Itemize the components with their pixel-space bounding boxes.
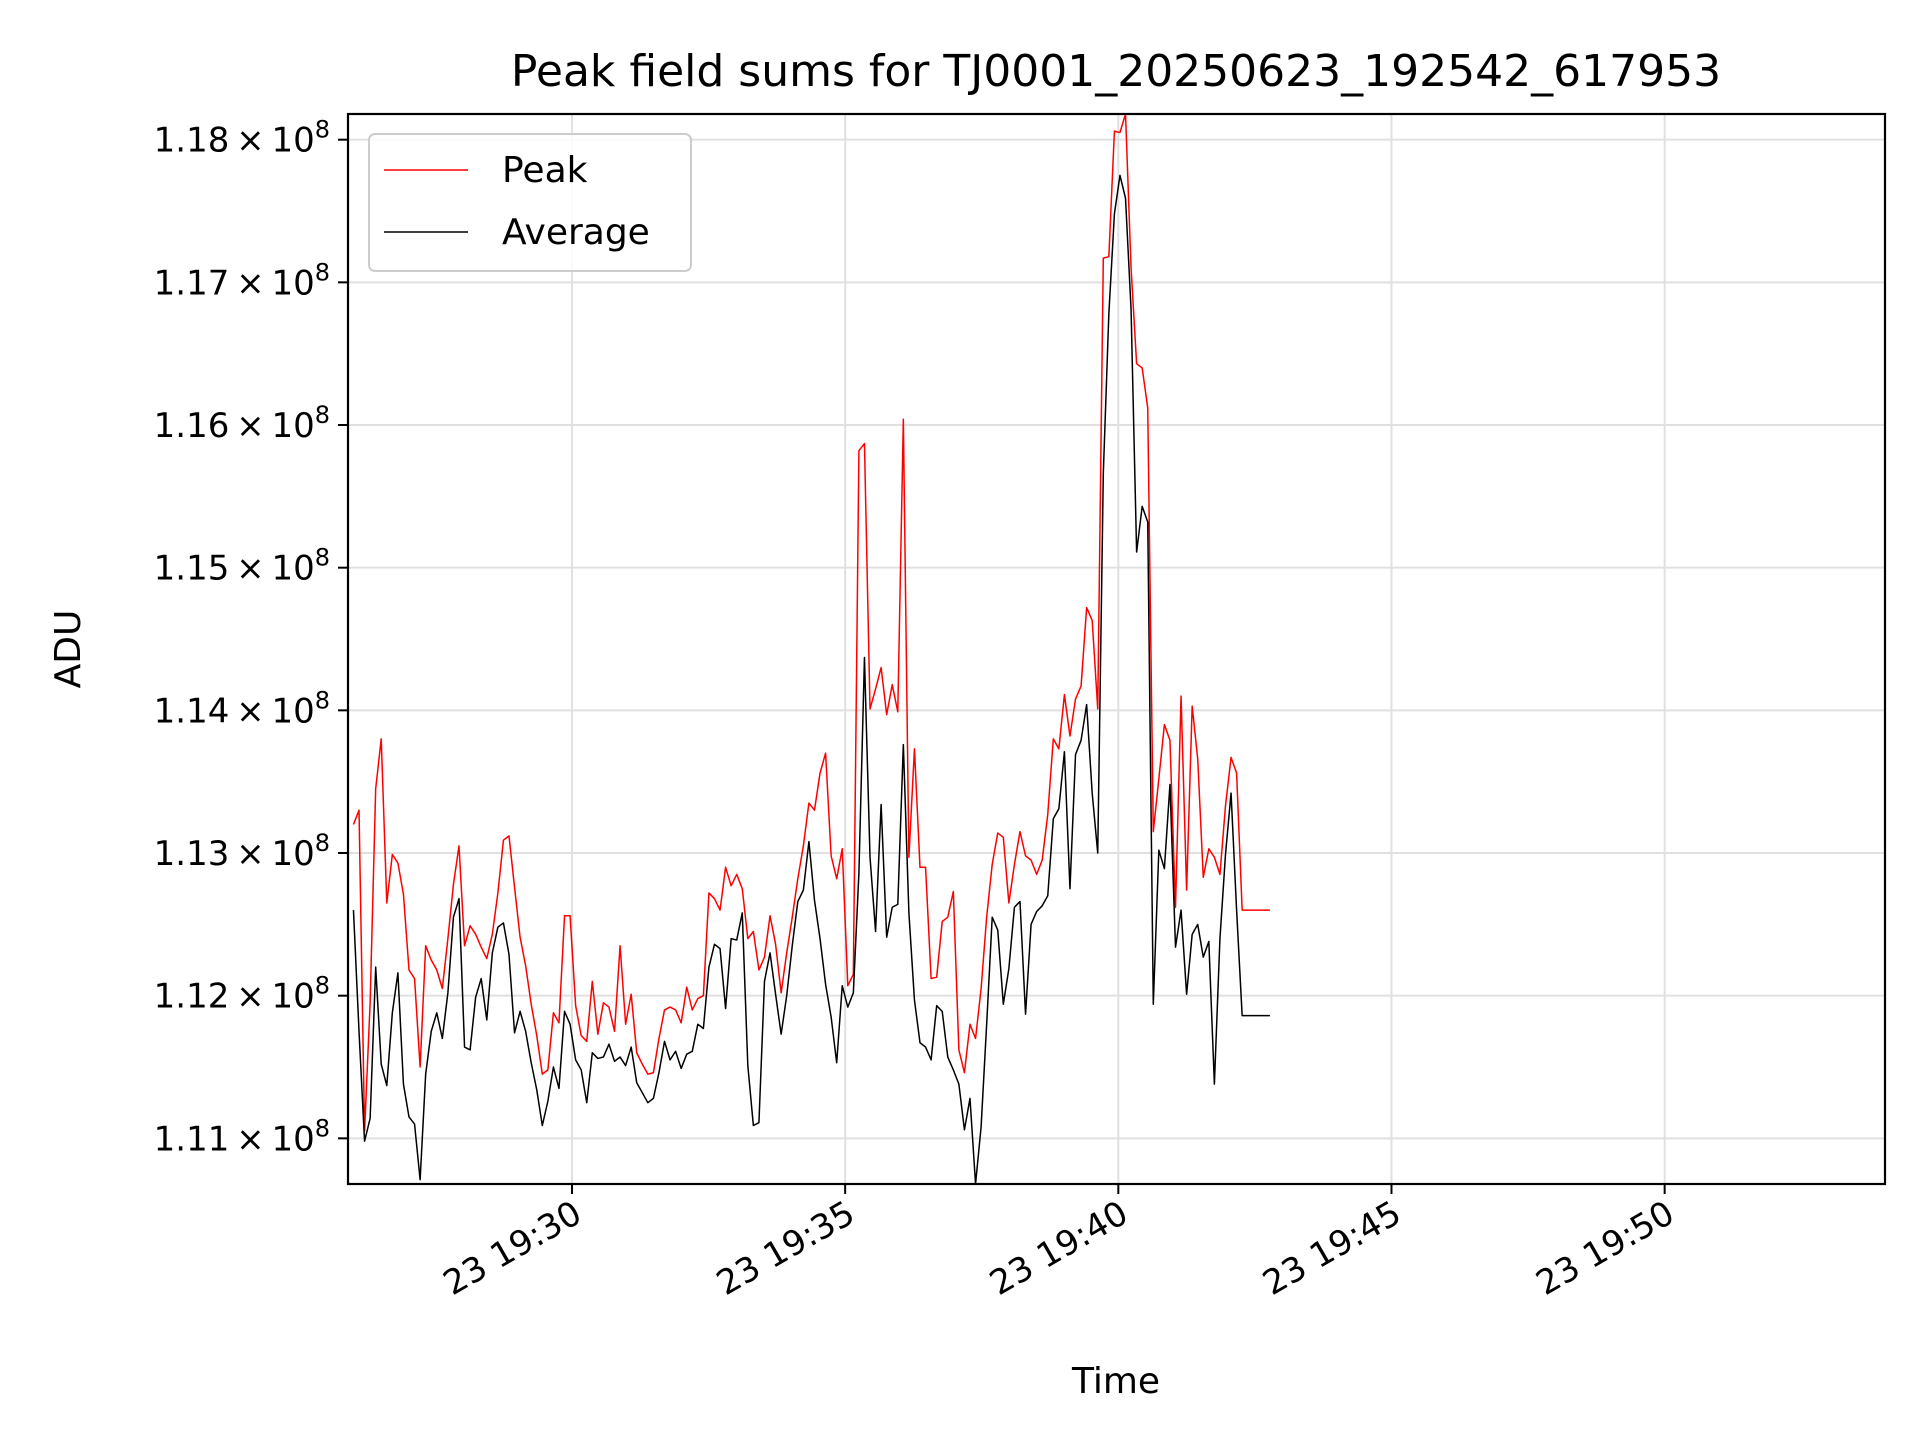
y-tick-label: 1.17 × 108 [154, 258, 330, 303]
y-axis-label: ADU [48, 610, 89, 689]
grid [348, 114, 1885, 1184]
y-tick-label: 1.12 × 108 [154, 972, 330, 1017]
y-tick-label: 1.13 × 108 [154, 829, 330, 874]
y-tick-label: 1.14 × 108 [154, 686, 330, 731]
plot-series [352, 113, 1270, 1185]
chart-title: Peak field sums for TJ0001_20250623_1925… [511, 46, 1721, 97]
y-tick-label: 1.18 × 108 [154, 116, 330, 161]
legend-label-peak: Peak [502, 150, 588, 191]
legend: Peak Average [368, 133, 692, 272]
plot-frame [346, 112, 1887, 1186]
y-tick-label: 1.16 × 108 [154, 401, 330, 446]
y-tick-label: 1.15 × 108 [154, 544, 330, 589]
legend-box [368, 133, 692, 272]
series-line-average [352, 174, 1270, 1185]
y-tick-label: 1.11 × 108 [154, 1114, 330, 1159]
series-line-peak [352, 113, 1270, 1132]
x-axis-label: Time [1071, 1361, 1160, 1402]
legend-label-average: Average [502, 212, 650, 253]
